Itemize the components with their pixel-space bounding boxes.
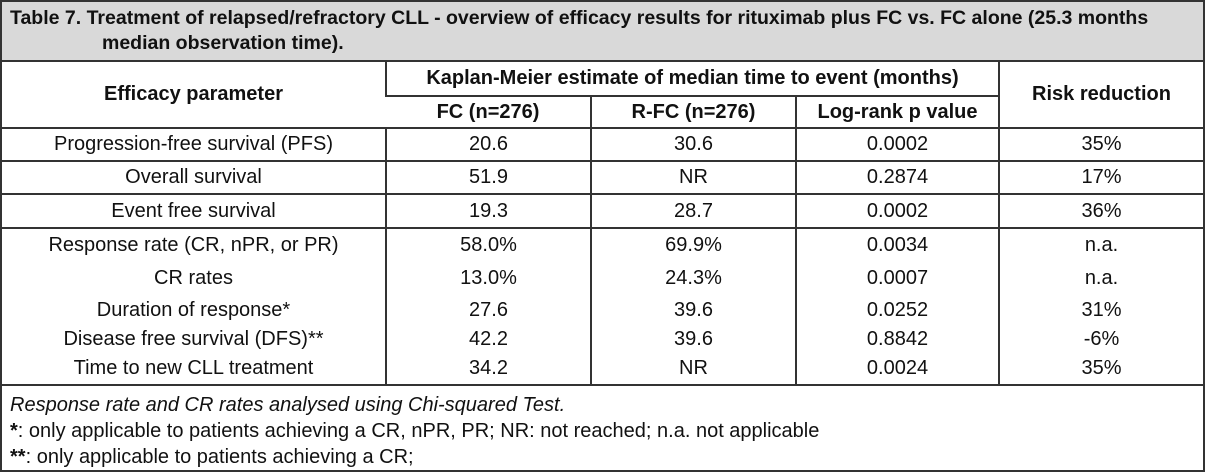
footnote: *: only applicable to patients achieving…: [10, 418, 1195, 444]
footnotes: Response rate and CR rates analysed usin…: [2, 386, 1203, 470]
table-cell: 35%: [998, 128, 1203, 162]
table-cell: -6%: [998, 325, 1203, 353]
table-cell: 69.9%: [590, 228, 796, 261]
table-cell: 42.2: [385, 325, 591, 353]
row-label: Event free survival: [2, 194, 386, 229]
header-cell: R-FC (n=276): [590, 96, 796, 129]
table-cell: 36%: [998, 194, 1203, 229]
row-label: Duration of response*: [96, 298, 291, 321]
footnote: Response rate and CR rates analysed usin…: [10, 394, 566, 416]
table-cell: 0.0024: [795, 353, 999, 386]
table-cell: 13.0%: [385, 261, 591, 295]
footnote-text: : only applicable to patients achieving …: [17, 420, 820, 442]
row-label: Time to new CLL treatment: [2, 353, 386, 386]
table-cell: 0.0007: [795, 261, 999, 295]
table-cell: 0.0252: [795, 295, 999, 325]
table-cell: n.a.: [998, 261, 1203, 295]
footnote-marker: **: [10, 446, 26, 468]
header-cell: FC (n=276): [386, 96, 591, 129]
table-cell: 31%: [998, 295, 1203, 325]
table-cell: 27.6: [385, 295, 591, 325]
row-label: Response rate (CR, nPR, or PR): [48, 233, 339, 256]
table-row: Disease free survival (DFS)** 42.2 39.6 0.8…: [2, 325, 1203, 353]
table-row: Time to new CLL treatment 34.2 NR 0.0024 35%: [2, 353, 1203, 386]
table-cell: NR: [590, 161, 796, 195]
table-cell: 0.0002: [795, 194, 999, 229]
table-cell: 39.6: [590, 295, 796, 325]
table-cell: 30.6: [590, 128, 796, 162]
header-cell: Kaplan-Meier estimate of median time to …: [385, 62, 999, 97]
table-cell: 19.3: [385, 194, 591, 229]
table-cell: 28.7: [590, 194, 796, 229]
table-row: CR rates 13.0% 24.3% 0.0007 n.a.: [2, 261, 1203, 295]
table-row: Response rate (CR, nPR, or PR) 58.0% 69.9%…: [2, 228, 1203, 261]
row-label: CR rates: [154, 266, 233, 289]
table-cell: 0.2874: [795, 161, 999, 195]
table-cell: 0.0034: [795, 228, 999, 261]
table-row: Duration of response* 27.6 39.6 0.0252 31%: [2, 295, 1203, 325]
footnote: **: only applicable to patients achievin…: [10, 444, 1195, 470]
footnote-text: : only applicable to patients achieving …: [25, 446, 414, 468]
row-label: Overall survival: [2, 161, 386, 195]
table-cell: 20.6: [385, 128, 591, 162]
table-cell: 58.0%: [385, 228, 591, 261]
table-row: Progression-free survival (PFS) 20.6 30.6 0…: [2, 128, 1203, 162]
table: Efficacy parameter Kaplan-Meier estimate…: [2, 62, 1203, 386]
header-cell: Risk reduction: [998, 62, 1203, 129]
row-label: Disease free survival (DFS)**: [63, 327, 324, 350]
table-title: Table 7. Treatment of relapsed/refractor…: [2, 2, 1203, 62]
row-label: Progression-free survival (PFS): [2, 128, 386, 162]
table-cell: 34.2: [385, 353, 591, 386]
table-cell: 0.0002: [795, 128, 999, 162]
table-row: Event free survival 19.3 28.7 0.0002 36%: [2, 194, 1203, 229]
table-cell: 17%: [998, 161, 1203, 195]
table-cell: 24.3%: [590, 261, 796, 295]
table-cell: n.a.: [998, 228, 1203, 261]
table-cell: 35%: [998, 353, 1203, 386]
header-cell: Log-rank p value: [795, 96, 999, 129]
table-cell: 0.8842: [795, 325, 999, 353]
table-cell: NR: [590, 353, 796, 386]
table-cell: 51.9: [385, 161, 591, 195]
table-row: Overall survival 51.9 NR 0.2874 17%: [2, 161, 1203, 195]
table-cell: 39.6: [590, 325, 796, 353]
footnote-marker: *: [10, 420, 18, 442]
header-cell: Efficacy parameter: [2, 62, 386, 129]
